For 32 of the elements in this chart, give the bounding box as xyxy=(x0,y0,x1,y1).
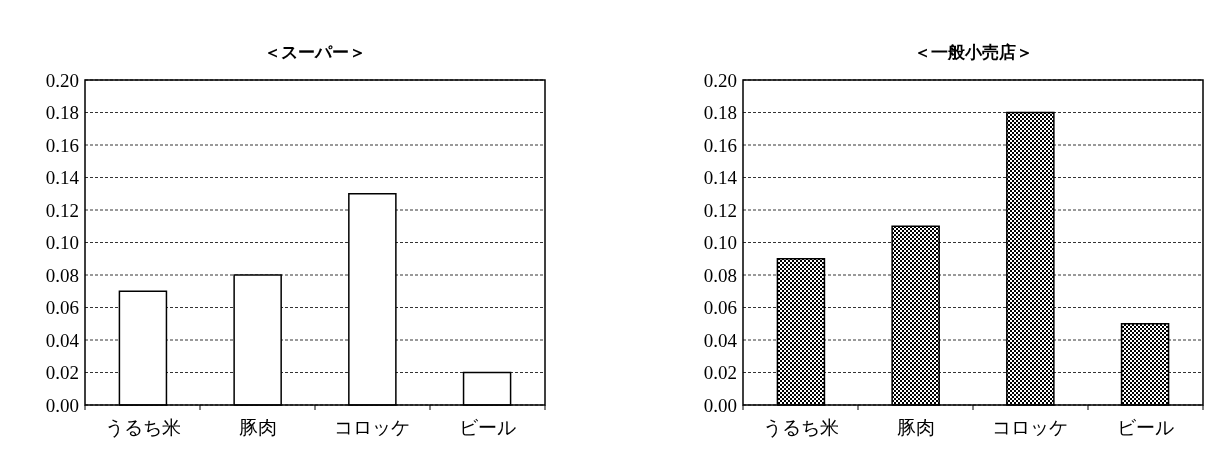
chart-title: ＜一般小売店＞ xyxy=(913,42,1033,62)
y-tick-label: 0.02 xyxy=(703,362,737,384)
y-tick-label: 0.18 xyxy=(45,102,79,124)
x-tick-label: 豚肉 xyxy=(238,417,277,438)
y-tick-label: 0.06 xyxy=(45,297,79,319)
y-tick-label: 0.04 xyxy=(703,329,738,351)
y-tick-label: 0.14 xyxy=(703,167,738,189)
y-tick-label: 0.20 xyxy=(703,69,737,91)
chart-title: ＜スーパー＞ xyxy=(264,42,366,62)
y-tick-label: 0.10 xyxy=(703,232,737,254)
x-tick-label: うるち米 xyxy=(762,417,839,438)
y-tick-label: 0.14 xyxy=(45,167,80,189)
y-tick-label: 0.12 xyxy=(703,199,737,221)
y-tick-label: 0.02 xyxy=(45,362,79,384)
x-tick-label: うるち米 xyxy=(104,417,181,438)
y-tick-label: 0.08 xyxy=(703,264,737,286)
y-tick-label: 0.18 xyxy=(703,102,737,124)
y-tick-label: 0.08 xyxy=(45,264,79,286)
y-tick-label: 0.00 xyxy=(45,394,79,416)
y-tick-label: 0.10 xyxy=(45,232,79,254)
y-tick-label: 0.16 xyxy=(703,134,737,156)
y-tick-label: 0.16 xyxy=(45,134,79,156)
y-tick-label: 0.04 xyxy=(45,329,80,351)
y-tick-label: 0.00 xyxy=(703,394,737,416)
y-tick-label: 0.20 xyxy=(45,69,79,91)
y-tick-label: 0.12 xyxy=(45,199,79,221)
x-tick-label: コロッケ xyxy=(334,417,411,438)
x-tick-label: 豚肉 xyxy=(896,417,935,438)
x-tick-label: ビール xyxy=(1116,417,1174,438)
x-tick-label: ビール xyxy=(458,417,516,438)
x-tick-label: コロッケ xyxy=(992,417,1069,438)
y-tick-label: 0.06 xyxy=(703,297,737,319)
